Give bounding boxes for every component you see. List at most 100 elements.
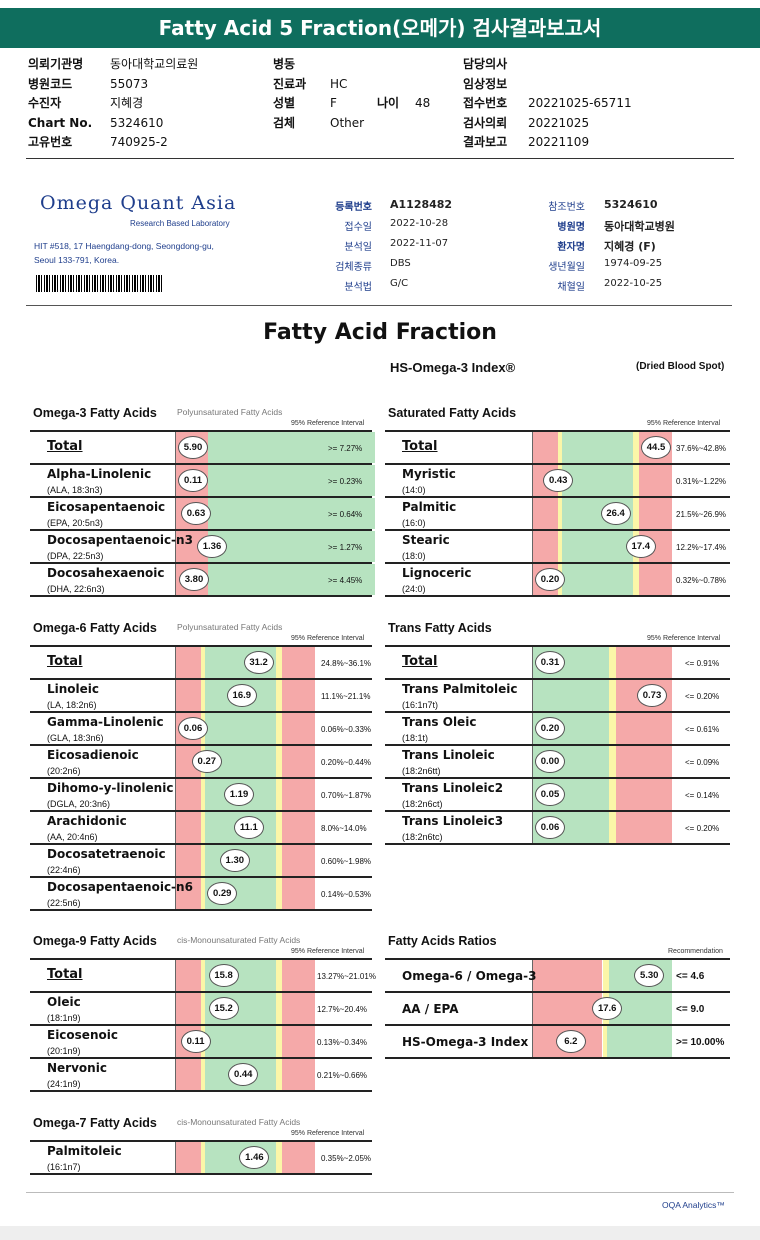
range-segment — [558, 531, 563, 562]
reference-range: <= 9.0 — [676, 1004, 705, 1015]
row-subtitle: (DPA, 22:5n3) — [47, 551, 104, 561]
range-segment — [276, 1059, 282, 1090]
range-bar: 1.36 — [175, 531, 375, 562]
row-name: Docosapentaenoic-n6 — [47, 880, 193, 894]
info-label: 결과보고 — [463, 135, 508, 149]
range-bar: 1.19 — [175, 779, 315, 810]
range-segment — [616, 779, 672, 810]
reference-range: 12.2%~17.4% — [676, 543, 727, 552]
table-row: 0.73 Trans Palmitoleic (16:1n7t) <= 0.20% — [385, 680, 730, 713]
info-label: 수진자 — [28, 96, 62, 110]
reference-range: 21.5%~26.9% — [676, 510, 727, 519]
row-name: Total — [402, 654, 438, 669]
range-segment — [176, 779, 202, 810]
row-subtitle: (22:5n6) — [47, 898, 81, 908]
info-label: 접수번호 — [463, 96, 508, 110]
info-value: F — [330, 96, 337, 110]
section-title: Omega-7 Fatty Acids — [33, 1116, 157, 1130]
row-name: Eicosapentaenoic — [47, 500, 166, 514]
table-row: 17.4 Stearic (18:0) 12.2%~17.4% — [385, 531, 730, 564]
section-subtitle: Polyunsaturated Fatty Acids — [177, 622, 283, 632]
range-segment — [558, 498, 563, 529]
range-segment — [176, 960, 202, 991]
row-name: HS-Omega-3 Index — [402, 1035, 529, 1049]
table-row: 0.43 Myristic (14:0) 0.31%~1.22% — [385, 465, 730, 498]
range-segment — [633, 432, 639, 463]
reference-interval-header: 95% Reference Interval — [291, 420, 365, 427]
table-row: 44.5 Total 37.6%~42.8% — [385, 430, 730, 465]
sample-type-label: (Dried Blood Spot) — [636, 361, 725, 372]
range-segment — [638, 498, 672, 529]
range-segment — [201, 680, 206, 711]
reference-range: 0.13%~0.34% — [317, 1038, 368, 1047]
table-row: 0.06 Gamma-Linolenic (GLA, 18:3n6) 0.06%~0.… — [30, 713, 372, 746]
divider — [26, 305, 732, 306]
range-bar: 0.06 — [175, 713, 315, 744]
range-bar: 0.29 — [175, 878, 315, 909]
info-value: 동아대학교의료원 — [110, 57, 199, 71]
range-bar: 3.80 — [175, 564, 375, 595]
row-name: Docosahexaenoic — [47, 566, 165, 580]
info-label: 고유번호 — [28, 135, 73, 149]
section-title: Trans Fatty Acids — [388, 621, 492, 635]
reference-range: 0.21%~0.66% — [317, 1071, 368, 1080]
row-subtitle: (16:1n7t) — [402, 700, 439, 710]
range-segment — [616, 713, 672, 744]
range-segment — [609, 680, 617, 711]
range-segment — [201, 993, 206, 1024]
result-value-bubble: 6.2 — [555, 1030, 586, 1053]
range-bar: 5.30 — [532, 960, 672, 991]
range-segment — [201, 1059, 206, 1090]
range-bar: 44.5 — [532, 432, 672, 463]
range-segment — [562, 465, 634, 496]
meta-label: 분석일 — [344, 242, 372, 253]
row-name: Gamma-Linolenic — [47, 715, 164, 729]
table-row: 0.29 Docosapentaenoic-n6 (22:5n6) 0.14%~0.5… — [30, 878, 372, 911]
range-segment — [205, 1026, 277, 1057]
reference-range: 12.7%~20.4% — [317, 1005, 368, 1014]
result-value-bubble: 0.20 — [535, 568, 565, 591]
reference-range: >= 10.00% — [676, 1037, 725, 1048]
table-row: 5.30 Omega-6 / Omega-3 <= 4.6 — [385, 958, 730, 993]
report-title-bar: Fatty Acid 5 Fraction(오메가) 검사결과보고서 — [0, 8, 760, 48]
meta-value: 2022-11-07 — [390, 238, 449, 249]
info-label: Chart No. — [28, 115, 93, 130]
result-value-bubble: 16.9 — [226, 684, 257, 707]
range-segment — [276, 713, 282, 744]
range-segment — [533, 531, 559, 562]
table-row: 0.06 Trans Linoleic3 (18:2n6tc) <= 0.20% — [385, 812, 730, 845]
meta-value: 동아대학교병원 — [604, 220, 675, 233]
range-segment — [633, 564, 639, 595]
range-segment — [281, 960, 315, 991]
reference-interval-header: 95% Reference Interval — [291, 948, 365, 955]
section-title: Omega-9 Fatty Acids — [33, 934, 157, 948]
table-row: 11.1 Arachidonic (AA, 20:4n6) 8.0%~14.0% — [30, 812, 372, 845]
report-heading: Fatty Acid Fraction — [263, 320, 497, 345]
lab-logo-subtitle: Research Based Laboratory — [130, 219, 230, 228]
reference-range: 8.0%~14.0% — [321, 824, 367, 833]
table-row: 0.11 Alpha-Linolenic (ALA, 18:3n3) >= 0.23% — [30, 465, 375, 498]
range-segment — [609, 812, 617, 843]
reference-range: 0.70%~1.87% — [321, 791, 372, 800]
info-label: 임상정보 — [463, 76, 508, 91]
result-value-bubble: 0.29 — [207, 882, 238, 905]
table-row: 0.00 Trans Linoleic (18:2n6tt) <= 0.09% — [385, 746, 730, 779]
row-name: Arachidonic — [47, 814, 127, 828]
range-segment — [616, 746, 672, 777]
row-subtitle: (14:0) — [402, 485, 426, 495]
info-label: 병원코드 — [28, 76, 73, 91]
table-row: 6.2 HS-Omega-3 Index >= 10.00% — [385, 1026, 730, 1059]
row-subtitle: (16:1n7) — [47, 1162, 81, 1172]
range-segment — [281, 779, 315, 810]
section-title: Fatty Acids Ratios — [388, 934, 497, 948]
info-label: 의뢰기관명 — [28, 57, 84, 71]
range-segment — [207, 465, 375, 496]
range-bar: 6.2 — [532, 1026, 672, 1057]
row-name: Palmitic — [402, 500, 457, 514]
reference-range: 0.31%~1.22% — [676, 477, 727, 486]
meta-label: 채혈일 — [557, 282, 585, 293]
row-subtitle: (18:0) — [402, 551, 426, 561]
range-bar: 15.2 — [175, 993, 315, 1024]
table-row: 15.8 Total 13.27%~21.01% — [30, 958, 376, 993]
footer-brand: OQA Analytics™ — [662, 1200, 725, 1210]
